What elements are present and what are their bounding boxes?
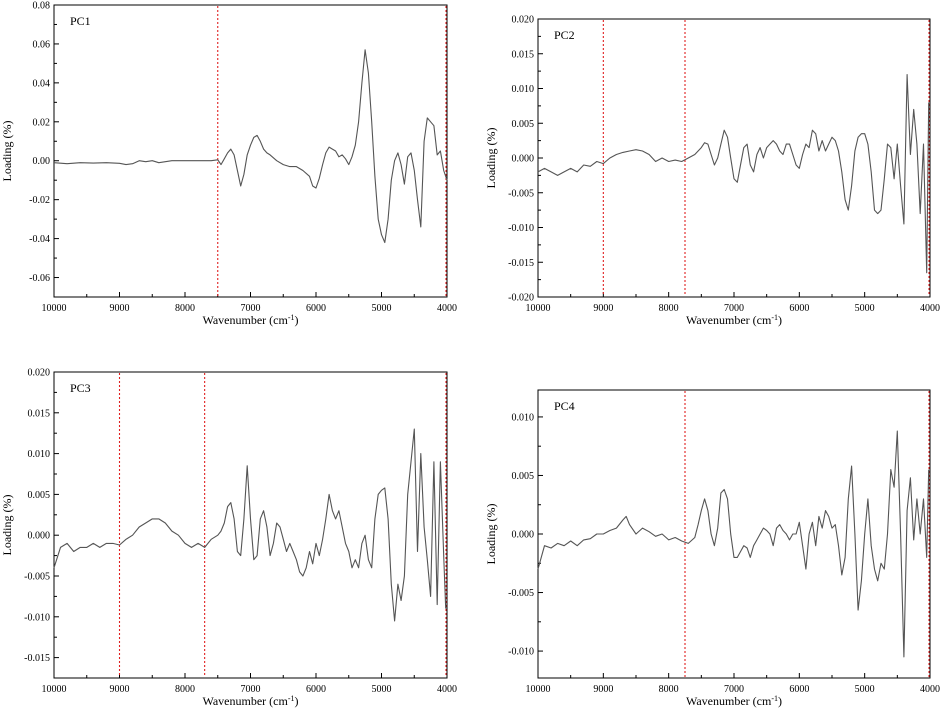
loading-series-line xyxy=(53,49,448,244)
y-tick-label: -0.005 xyxy=(24,572,50,583)
loading-series-line xyxy=(537,74,930,274)
x-axis-title-text: Wavenumber (cm xyxy=(686,313,772,327)
x-axis-title-text: Wavenumber (cm xyxy=(202,694,288,708)
y-tick-label: -0.010 xyxy=(24,612,50,623)
y-tick-label: 0.00 xyxy=(33,156,51,167)
x-tick-label: 9000 xyxy=(593,303,613,314)
y-tick-label: -0.015 xyxy=(508,258,534,269)
y-tick-label: 0.005 xyxy=(512,119,535,130)
x-tick-label: 8000 xyxy=(659,303,679,314)
x-tick-label: 8000 xyxy=(175,684,195,695)
y-tick-label: 0.005 xyxy=(28,490,51,501)
y-tick-label: -0.015 xyxy=(24,653,50,664)
y-tick-label: -0.06 xyxy=(29,273,50,284)
x-axis-title-superscript: -1 xyxy=(771,313,778,322)
y-tick-label: 0.000 xyxy=(512,154,535,165)
x-tick-label: 4000 xyxy=(920,303,940,314)
x-tick-label: 9000 xyxy=(110,303,130,314)
x-axis-title-text: Wavenumber (cm xyxy=(202,313,288,327)
x-tick-label: 9000 xyxy=(593,684,613,695)
x-tick-label: 8000 xyxy=(175,303,195,314)
y-tick-label: -0.010 xyxy=(508,647,534,658)
x-tick-label: 10000 xyxy=(42,303,67,314)
x-tick-label: 10000 xyxy=(42,684,67,695)
y-tick-label: 0.02 xyxy=(33,117,51,128)
y-tick-label: -0.005 xyxy=(508,588,534,599)
y-tick-label: 0.06 xyxy=(33,39,51,50)
x-tick-label: 7000 xyxy=(724,684,744,695)
panel-2: -0.020 -0.015 -0.010 -0.005 0.000 0.005 0.010 0… xyxy=(484,15,940,328)
x-tick-label: 7000 xyxy=(241,303,261,314)
y-tick-label: 0.000 xyxy=(512,530,535,541)
x-axis-title-end: ) xyxy=(295,694,299,708)
x-tick-label: 7000 xyxy=(241,684,261,695)
x-axis-title-text: Wavenumber (cm xyxy=(686,694,772,708)
y-tick-label: 0.010 xyxy=(28,449,51,460)
loading-series-line xyxy=(53,428,447,622)
x-tick-label: 5000 xyxy=(855,684,875,695)
y-tick-label: -0.020 xyxy=(508,293,534,304)
panel-label: PC1 xyxy=(70,14,91,28)
x-tick-label: 6000 xyxy=(789,684,809,695)
panel-label: PC2 xyxy=(554,28,575,42)
y-tick-label: 0.000 xyxy=(28,531,51,542)
y-axis-title: Loading (%) xyxy=(484,504,498,565)
x-tick-label: 4000 xyxy=(437,303,457,314)
y-tick-label: -0.04 xyxy=(29,234,50,245)
y-tick-label: 0.08 xyxy=(33,1,51,12)
y-tick-label: 0.020 xyxy=(28,368,51,379)
x-tick-label: 9000 xyxy=(110,684,130,695)
x-axis-title-end: ) xyxy=(778,694,782,708)
y-tick-label: 0.010 xyxy=(512,412,535,423)
y-tick-label: 0.015 xyxy=(512,49,535,60)
panel-label: PC4 xyxy=(554,399,575,413)
panel-1: -0.06 -0.04 -0.02 0.00 0.02 0.04 0.06 0.08 10000… xyxy=(0,1,457,328)
y-tick-label: 0.005 xyxy=(512,471,535,482)
y-tick-label: -0.02 xyxy=(29,195,50,206)
loading-series-line xyxy=(537,430,930,658)
x-axis-title: Wavenumber (cm-1) xyxy=(202,313,298,327)
x-tick-label: 10000 xyxy=(526,684,551,695)
y-tick-label: -0.010 xyxy=(508,223,534,234)
y-tick-label: 0.010 xyxy=(512,84,535,95)
y-axis-title: Loading (%) xyxy=(484,128,498,189)
x-tick-label: 7000 xyxy=(724,303,744,314)
x-axis-title-superscript: -1 xyxy=(771,694,778,703)
panel-4: -0.010 -0.005 0.000 0.005 0.010 10000 9000 8000… xyxy=(484,389,940,708)
x-axis-title: Wavenumber (cm-1) xyxy=(202,694,298,708)
x-axis-title: Wavenumber (cm-1) xyxy=(686,313,782,327)
x-axis-title-end: ) xyxy=(295,313,299,327)
y-tick-label: 0.020 xyxy=(512,15,535,26)
x-tick-label: 6000 xyxy=(306,303,326,314)
x-tick-label: 5000 xyxy=(855,303,875,314)
x-axis-title-superscript: -1 xyxy=(288,694,295,703)
panel-label: PC3 xyxy=(70,381,91,395)
y-tick-label: 0.04 xyxy=(33,78,51,89)
x-tick-label: 4000 xyxy=(920,684,940,695)
plot-frame xyxy=(53,4,448,298)
x-tick-label: 6000 xyxy=(789,303,809,314)
y-tick-label: -0.005 xyxy=(508,188,534,199)
plot-frame xyxy=(537,18,931,298)
y-axis-title: Loading (%) xyxy=(0,495,14,556)
x-tick-label: 4000 xyxy=(437,684,457,695)
x-tick-label: 10000 xyxy=(526,303,551,314)
x-tick-label: 8000 xyxy=(659,684,679,695)
x-axis-title: Wavenumber (cm-1) xyxy=(686,694,782,708)
x-tick-label: 5000 xyxy=(372,684,392,695)
y-tick-label: 0.015 xyxy=(28,408,51,419)
panel-3: -0.015 -0.010 -0.005 0.000 0.005 0.010 0.015 0.… xyxy=(0,368,457,709)
x-tick-label: 6000 xyxy=(306,684,326,695)
x-tick-label: 5000 xyxy=(372,303,392,314)
x-axis-title-end: ) xyxy=(778,313,782,327)
y-axis-title: Loading (%) xyxy=(0,121,14,182)
x-axis-title-superscript: -1 xyxy=(288,313,295,322)
